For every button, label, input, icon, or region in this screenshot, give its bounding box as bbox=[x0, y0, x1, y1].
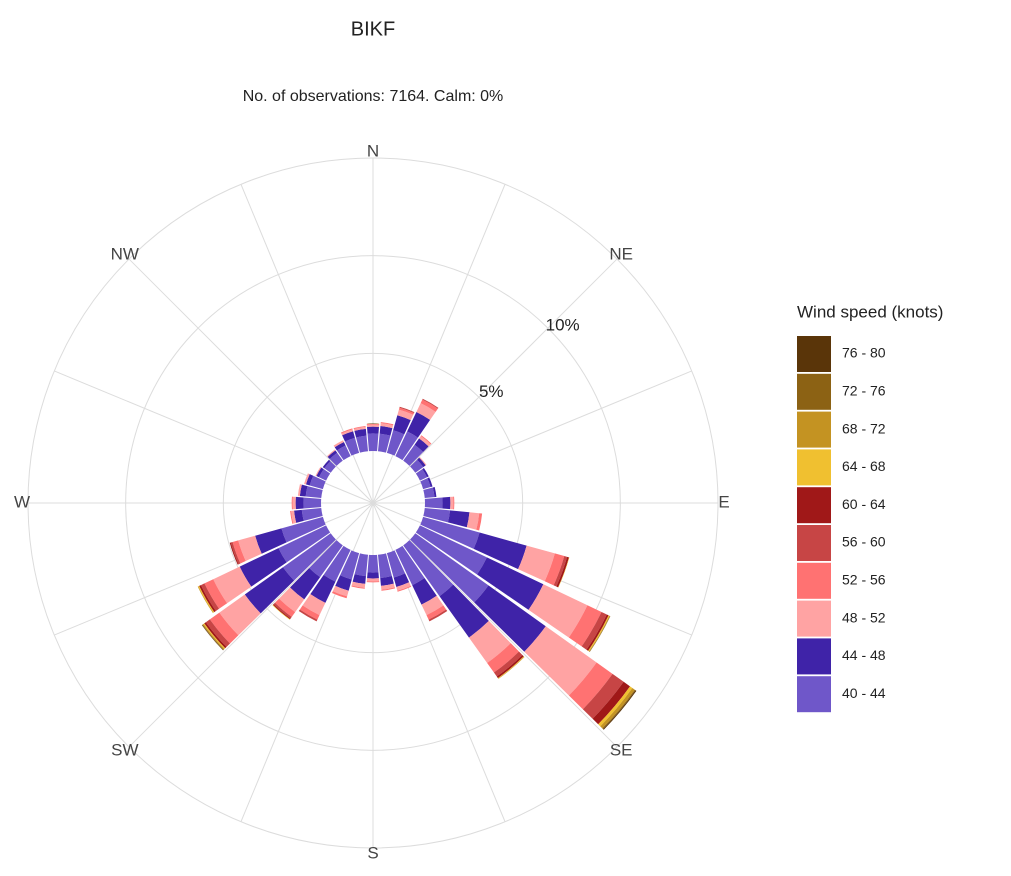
legend-label: 44 - 48 bbox=[842, 647, 886, 663]
compass-label: W bbox=[14, 492, 30, 511]
legend-label: 60 - 64 bbox=[842, 496, 886, 512]
legend-label: 56 - 60 bbox=[842, 534, 886, 550]
legend-swatch bbox=[797, 676, 831, 712]
compass-label: E bbox=[718, 492, 729, 511]
chart-title: BIKF bbox=[351, 18, 395, 40]
spoke bbox=[373, 259, 617, 503]
spoke bbox=[54, 371, 373, 503]
legend-swatch bbox=[797, 487, 831, 523]
bar-segment bbox=[293, 497, 296, 510]
bar-segment bbox=[367, 427, 379, 434]
spoke bbox=[129, 259, 373, 503]
legend-swatch bbox=[797, 601, 831, 637]
legend-label: 72 - 76 bbox=[842, 383, 886, 399]
legend: 40 - 44 44 - 48 48 - 52 52 - 56 56 - 60 60 - … bbox=[797, 336, 886, 712]
compass-label: NE bbox=[609, 244, 633, 263]
legend-swatch bbox=[797, 412, 831, 448]
legend-swatch bbox=[797, 374, 831, 410]
legend-label: 48 - 52 bbox=[842, 609, 886, 625]
spoke bbox=[373, 184, 505, 503]
bar-segment bbox=[367, 572, 379, 578]
legend-title: Wind speed (knots) bbox=[797, 302, 943, 321]
bars bbox=[198, 399, 637, 730]
compass-label: SE bbox=[610, 741, 633, 760]
radial-tick-label: 10% bbox=[546, 316, 580, 335]
bar-segment bbox=[303, 498, 321, 509]
legend-swatch bbox=[797, 449, 831, 485]
bar-segment bbox=[368, 555, 379, 573]
legend-label: 52 - 56 bbox=[842, 572, 886, 588]
bar-segment bbox=[368, 433, 379, 451]
legend-label: 64 - 68 bbox=[842, 458, 886, 474]
bar-segment bbox=[367, 425, 379, 427]
legend-swatch bbox=[797, 563, 831, 599]
bar-segment bbox=[425, 498, 443, 509]
bar-segment bbox=[450, 497, 453, 510]
compass-label: NW bbox=[111, 244, 139, 263]
spoke bbox=[241, 184, 373, 503]
legend-label: 68 - 72 bbox=[842, 420, 886, 436]
bar-segment bbox=[367, 578, 379, 581]
compass-label: SW bbox=[111, 741, 138, 760]
chart-subtitle: No. of observations: 7164. Calm: 0% bbox=[243, 88, 504, 105]
legend-swatch bbox=[797, 525, 831, 561]
legend-swatch bbox=[797, 638, 831, 674]
bar-segment bbox=[423, 488, 434, 498]
radial-tick-label: 5% bbox=[479, 382, 504, 401]
bar-segment bbox=[442, 497, 450, 509]
bar-segment bbox=[296, 497, 304, 509]
compass-label: S bbox=[367, 843, 378, 862]
legend-swatch bbox=[797, 336, 831, 372]
legend-label: 40 - 44 bbox=[842, 685, 886, 701]
legend-label: 76 - 80 bbox=[842, 345, 886, 361]
compass-label: N bbox=[367, 141, 379, 160]
